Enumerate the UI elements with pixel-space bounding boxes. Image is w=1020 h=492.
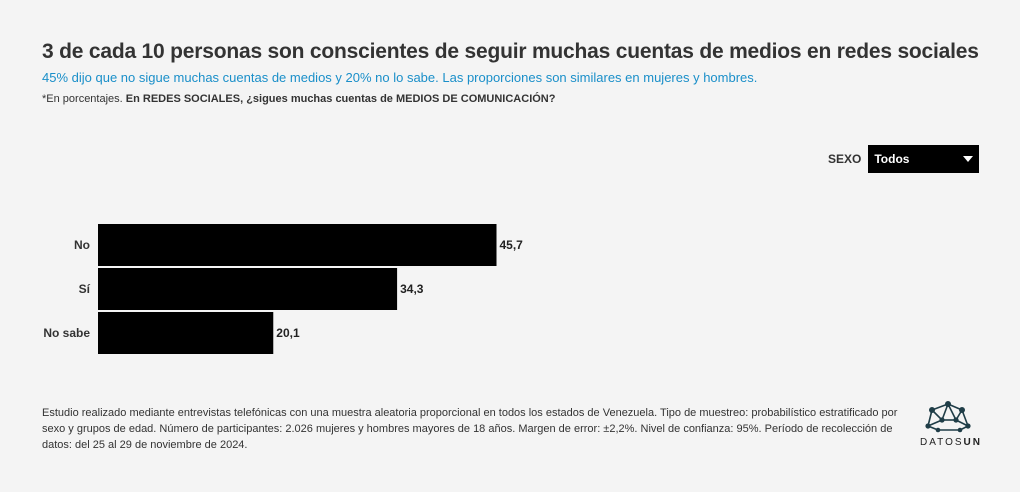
note-prefix: *En porcentajes.: [42, 93, 123, 105]
category-label: Sí: [79, 282, 91, 296]
methodology-footer: Estudio realizado mediante entrevistas t…: [42, 407, 898, 451]
bar[interactable]: [98, 268, 398, 310]
bar-chart: No 45,7 Sí 34,3 No sabe 20,1: [43, 224, 524, 354]
note-question: En REDES SOCIALES, ¿sigues muchas cuenta…: [125, 93, 556, 105]
filter-label: SEXO: [828, 152, 862, 166]
value-label: 20,1: [276, 326, 300, 340]
category-label: No sabe: [43, 326, 90, 340]
select-value: Todos: [874, 152, 910, 166]
bar[interactable]: [98, 224, 497, 266]
datosun-logo-icon: [925, 401, 971, 433]
bar[interactable]: [98, 312, 274, 354]
logo-text: DATOSUN: [920, 437, 982, 448]
value-label: 34,3: [400, 282, 424, 296]
chart-title: 3 de cada 10 personas son conscientes de…: [42, 40, 979, 63]
sexo-select[interactable]: Todos: [868, 145, 980, 173]
chevron-down-icon: [963, 156, 974, 162]
chart-subtitle: 45% dijo que no sigue muchas cuentas de …: [42, 70, 758, 85]
sexo-filter: SEXO Todos: [828, 145, 980, 173]
category-label: No: [74, 238, 90, 252]
chart-note: *En porcentajes. En REDES SOCIALES, ¿sig…: [42, 93, 555, 105]
value-label: 45,7: [500, 238, 524, 252]
